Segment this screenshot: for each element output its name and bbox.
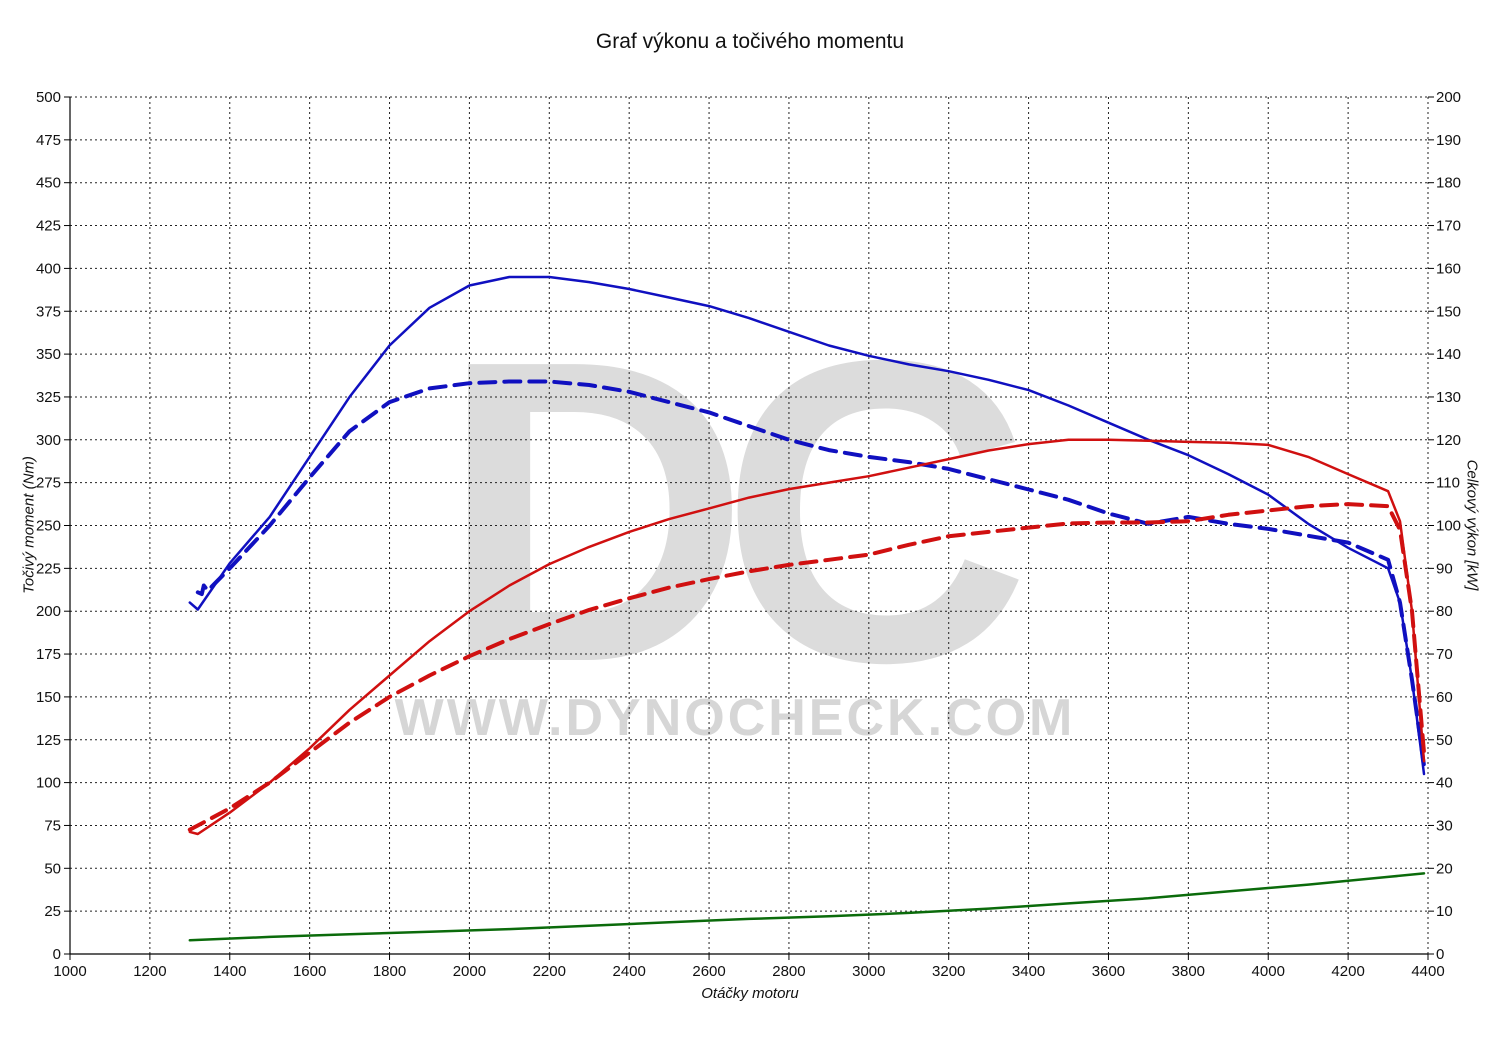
y-tick-label-right: 40 xyxy=(1436,775,1453,792)
y-tick-label-right: 90 xyxy=(1436,560,1453,577)
axes: 0255075100125150175200225250275300325350… xyxy=(36,89,1461,980)
y-tick-label-left: 175 xyxy=(36,646,61,663)
x-tick-label: 2600 xyxy=(692,963,725,980)
y-tick-label-right: 150 xyxy=(1436,303,1461,320)
x-tick-label: 3000 xyxy=(852,963,885,980)
y-tick-label-right: 110 xyxy=(1436,475,1460,492)
y-tick-label-right: 20 xyxy=(1436,860,1453,877)
watermark-text: WWW.DYNOCHECK.COM xyxy=(395,689,1076,747)
y-tick-label-left: 200 xyxy=(36,603,61,620)
x-tick-label: 3400 xyxy=(1012,963,1045,980)
series-line-3 xyxy=(187,502,1426,832)
y-tick-label-left: 400 xyxy=(36,260,61,277)
grid xyxy=(70,96,1429,954)
y-tick-label-left: 25 xyxy=(44,903,61,920)
y-tick-label-left: 225 xyxy=(36,560,61,577)
y-tick-label-right: 80 xyxy=(1436,603,1453,620)
series-line-4 xyxy=(188,872,1426,942)
y-tick-label-left: 450 xyxy=(36,175,61,192)
y-tick-label-right: 10 xyxy=(1436,903,1453,920)
x-tick-label: 1200 xyxy=(133,963,166,980)
y-tick-label-left: 100 xyxy=(36,775,61,792)
x-tick-label: 2200 xyxy=(533,963,566,980)
y-tick-label-right: 60 xyxy=(1436,689,1453,706)
y-tick-label-left: 475 xyxy=(36,132,61,149)
y-tick-label-left: 150 xyxy=(36,689,61,706)
x-tick-label: 4400 xyxy=(1411,963,1444,980)
y-tick-label-left: 425 xyxy=(36,218,61,235)
series-layer xyxy=(187,275,1426,942)
x-tick-label: 1400 xyxy=(213,963,246,980)
y-tick-label-right: 50 xyxy=(1436,732,1453,749)
y-tick-label-left: 250 xyxy=(36,518,61,535)
series-line-0 xyxy=(188,275,1426,776)
chart-title: Graf výkonu a točivého momentu xyxy=(595,30,905,53)
y-tick-label-right: 100 xyxy=(1436,518,1461,535)
x-tick-label: 1000 xyxy=(53,963,86,980)
y-tick-label-left: 325 xyxy=(36,389,61,406)
y-tick-label-left: 375 xyxy=(36,303,61,320)
y-tick-label-left: 350 xyxy=(36,346,61,363)
x-tick-label: 3600 xyxy=(1092,963,1125,980)
y-tick-label-right: 130 xyxy=(1436,389,1461,406)
x-tick-label: 4200 xyxy=(1331,963,1364,980)
x-tick-label: 4000 xyxy=(1252,963,1285,980)
y-tick-label-right: 190 xyxy=(1436,132,1461,149)
y-tick-label-right: 0 xyxy=(1436,946,1444,963)
x-tick-label: 1600 xyxy=(293,963,326,980)
x-axis-title: Otáčky motoru xyxy=(701,985,799,1002)
y-tick-label-left: 125 xyxy=(36,732,61,749)
x-tick-label: 2400 xyxy=(612,963,645,980)
y-tick-label-right: 170 xyxy=(1436,218,1461,235)
y-tick-label-left: 300 xyxy=(36,432,61,449)
y-tick-label-right: 30 xyxy=(1436,817,1453,834)
y-tick-label-left: 500 xyxy=(36,89,61,106)
y-tick-label-left: 75 xyxy=(44,817,61,834)
y-tick-label-right: 120 xyxy=(1436,432,1461,449)
series-line-1 xyxy=(195,379,1426,768)
y-tick-label-left: 0 xyxy=(53,946,61,963)
y-tick-label-right: 140 xyxy=(1436,346,1461,363)
y-tick-label-right: 70 xyxy=(1436,646,1453,663)
watermark-logo: DC xyxy=(439,272,1022,752)
x-tick-label: 2800 xyxy=(772,963,805,980)
x-tick-label: 3800 xyxy=(1172,963,1205,980)
y-tick-label-right: 160 xyxy=(1436,260,1461,277)
y-tick-label-right: 200 xyxy=(1436,89,1461,106)
y-tick-label-left: 50 xyxy=(44,860,61,877)
x-tick-label: 1800 xyxy=(373,963,406,980)
x-tick-label: 3200 xyxy=(932,963,965,980)
series-line-2 xyxy=(188,438,1426,836)
y-tick-label-left: 275 xyxy=(36,475,61,492)
x-tick-label: 2000 xyxy=(453,963,486,980)
y-tick-label-right: 180 xyxy=(1436,175,1461,192)
